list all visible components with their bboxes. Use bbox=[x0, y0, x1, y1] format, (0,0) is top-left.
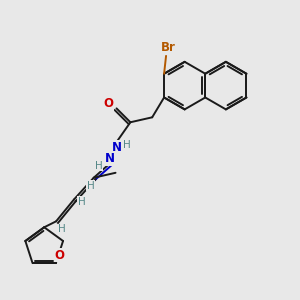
Text: O: O bbox=[103, 97, 114, 110]
Text: Br: Br bbox=[160, 41, 175, 55]
Text: H: H bbox=[123, 140, 130, 150]
Text: H: H bbox=[78, 196, 86, 206]
Text: N: N bbox=[112, 140, 122, 154]
Text: H: H bbox=[95, 161, 103, 171]
Text: H: H bbox=[87, 181, 94, 191]
Text: H: H bbox=[58, 224, 66, 234]
Text: O: O bbox=[55, 248, 64, 262]
Text: N: N bbox=[105, 152, 115, 165]
